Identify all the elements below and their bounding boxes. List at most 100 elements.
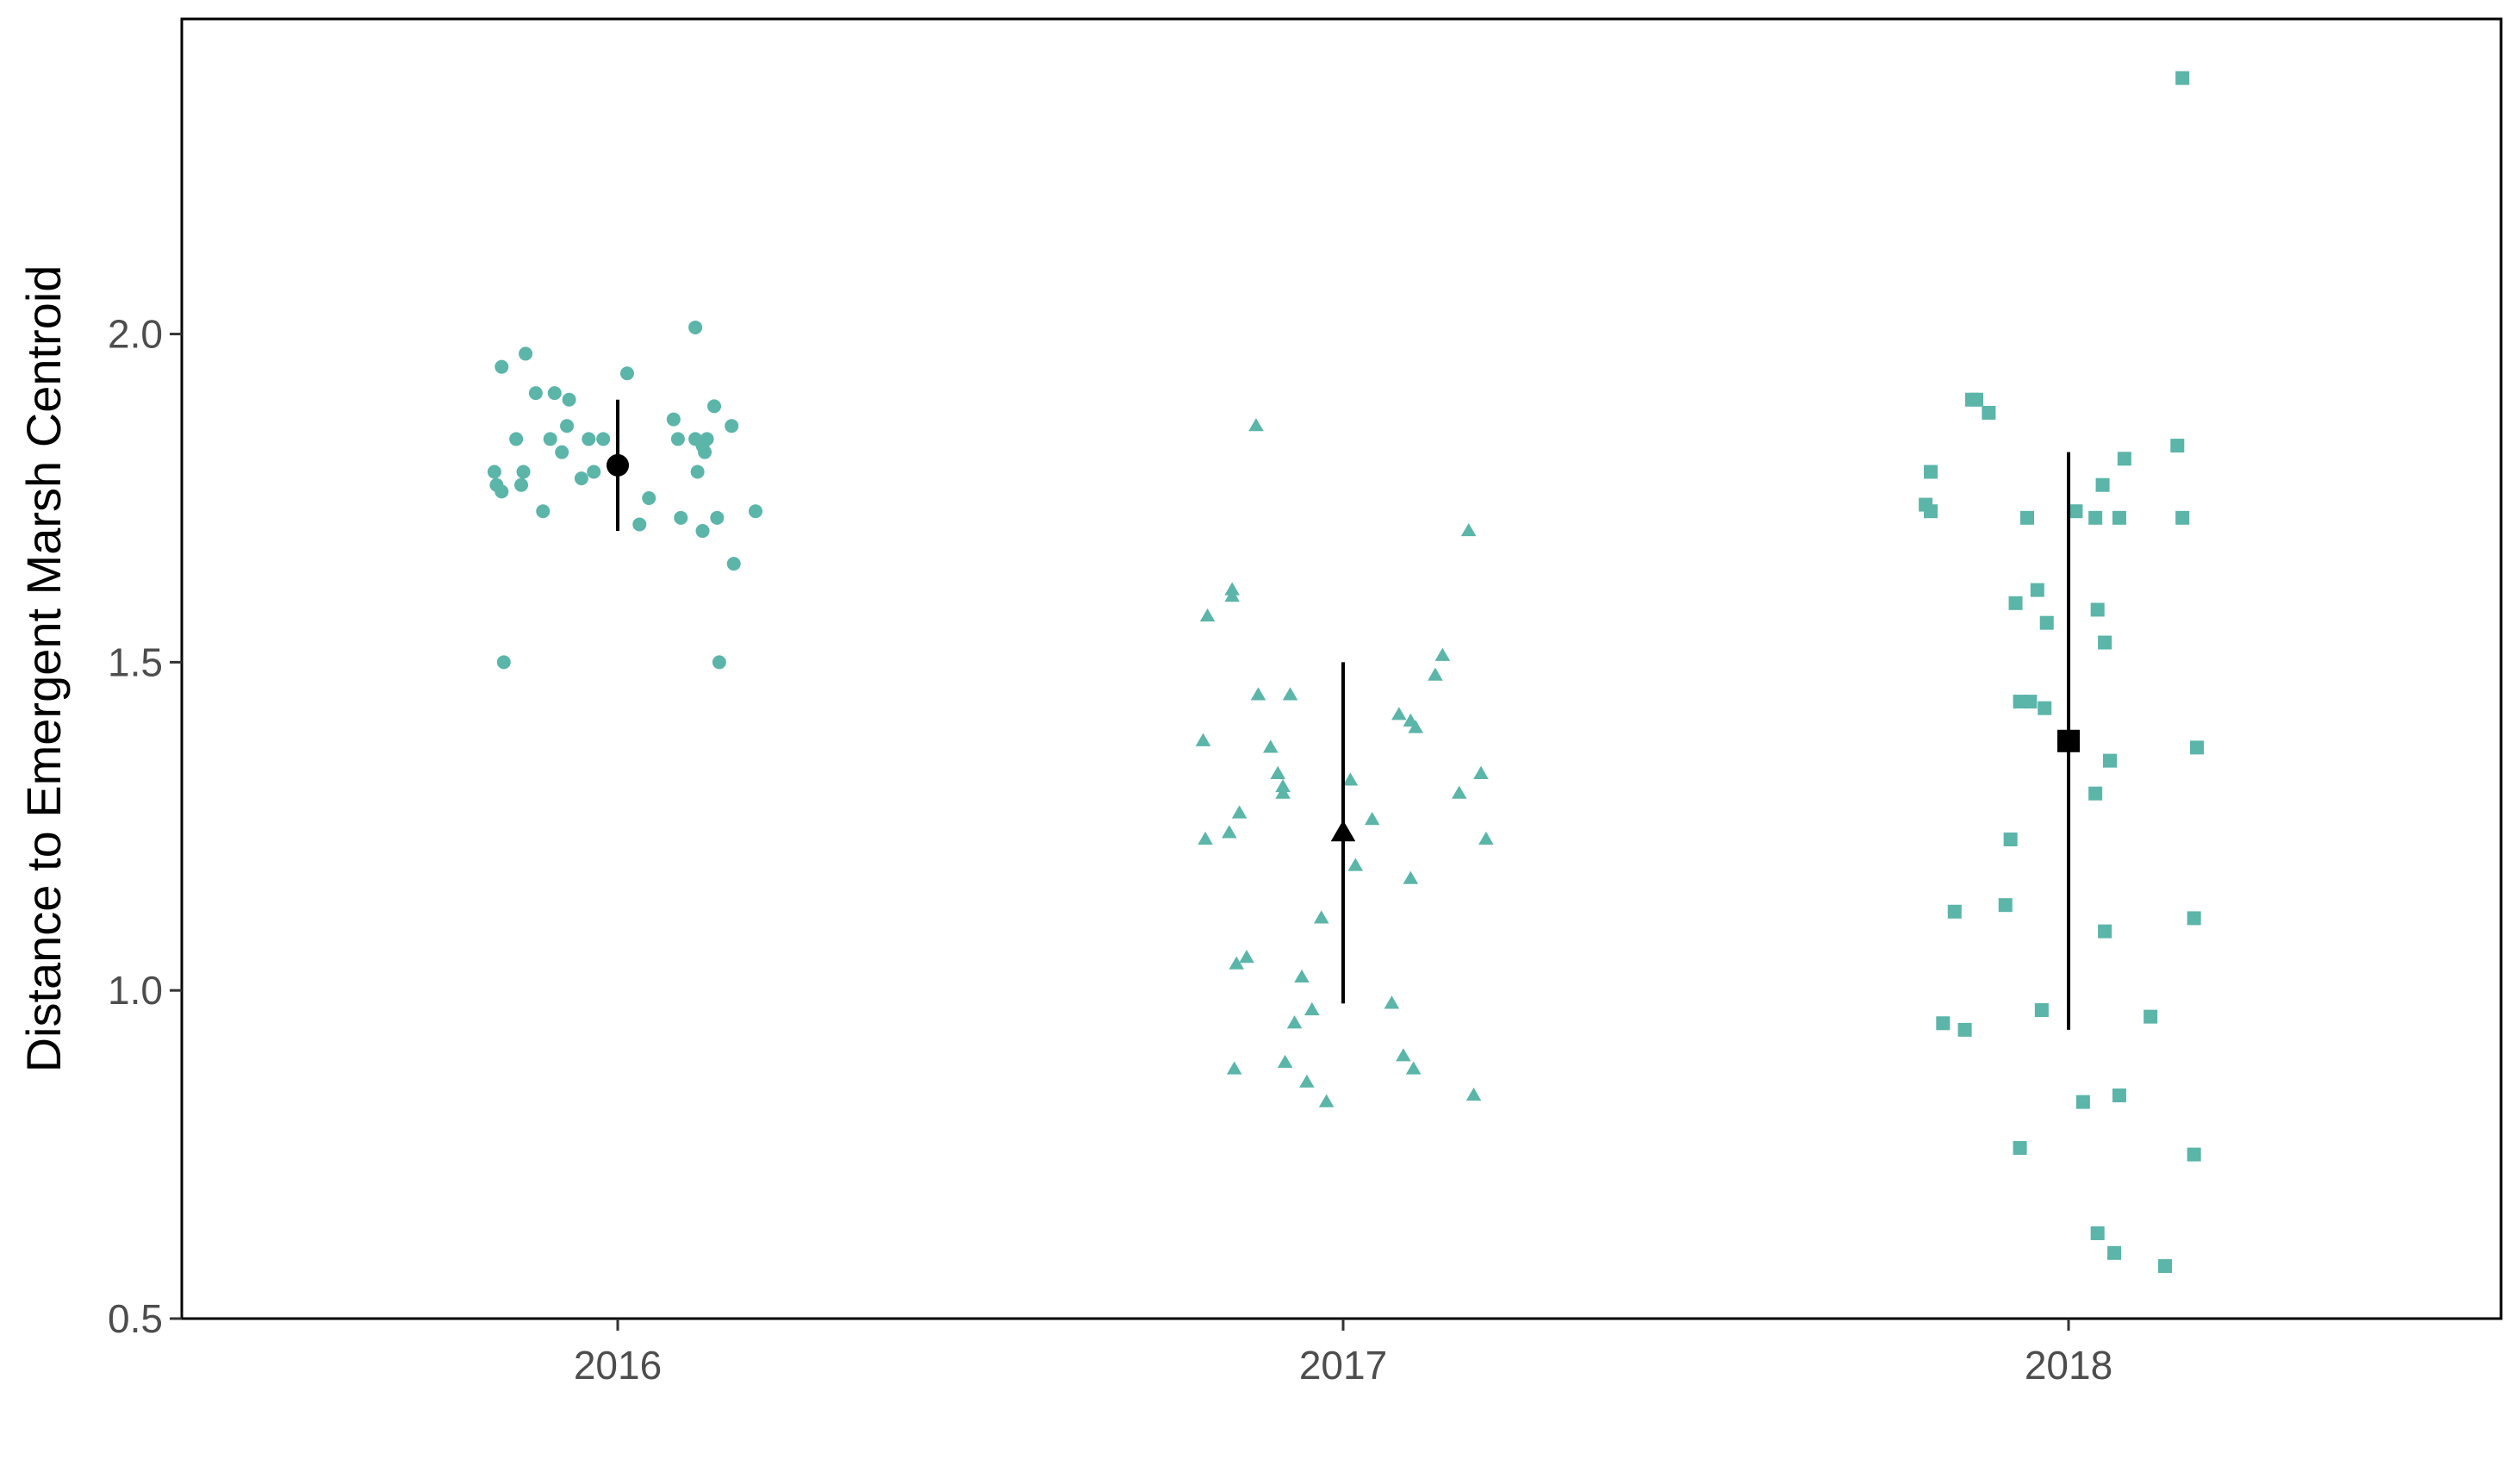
data-point-2017 bbox=[1405, 1061, 1422, 1075]
data-point-2018 bbox=[2090, 602, 2105, 617]
data-point-2017 bbox=[1239, 949, 1254, 964]
data-point-2017 bbox=[1229, 956, 1245, 970]
series-2016 bbox=[487, 320, 762, 670]
data-point-2018 bbox=[2008, 596, 2023, 610]
data-point-2017 bbox=[1270, 765, 1286, 779]
data-point-2016 bbox=[543, 432, 557, 446]
data-point-2018 bbox=[2098, 635, 2112, 650]
data-point-2017 bbox=[1473, 765, 1489, 779]
data-point-2017 bbox=[1299, 1074, 1315, 1088]
data-point-2017 bbox=[1294, 969, 1310, 983]
data-point-2017 bbox=[1313, 910, 1329, 924]
data-point-2018 bbox=[2090, 1226, 2105, 1240]
mean-marker-2017 bbox=[1330, 820, 1356, 842]
plot-panel-border bbox=[180, 17, 2503, 1320]
data-point-2018 bbox=[2117, 452, 2131, 466]
data-point-2017 bbox=[1277, 1054, 1293, 1069]
data-point-2018 bbox=[2039, 615, 2054, 630]
x-tick-label: 2018 bbox=[2025, 1343, 2112, 1388]
y-tick-label: 0.5 bbox=[108, 1296, 163, 1341]
data-point-2018 bbox=[1947, 904, 1962, 919]
data-point-2018 bbox=[2034, 1003, 2049, 1018]
data-point-2016 bbox=[516, 465, 531, 479]
data-point-2017 bbox=[1478, 831, 1494, 845]
y-tick-label: 1.5 bbox=[108, 639, 163, 684]
data-point-2018 bbox=[2157, 1259, 2172, 1274]
data-point-2017 bbox=[1275, 785, 1291, 799]
data-point-2018 bbox=[2095, 477, 2110, 492]
data-point-2017 bbox=[1275, 778, 1291, 793]
data-point-2016 bbox=[587, 465, 601, 479]
data-point-2016 bbox=[690, 465, 705, 479]
data-point-2018 bbox=[1998, 898, 2013, 913]
data-point-2016 bbox=[519, 346, 533, 361]
data-point-2017 bbox=[1342, 772, 1359, 786]
data-point-2016 bbox=[688, 320, 703, 334]
data-point-2018 bbox=[1969, 392, 1984, 407]
data-point-2016 bbox=[495, 484, 509, 499]
data-point-2016 bbox=[619, 366, 634, 381]
data-point-2017 bbox=[1391, 707, 1407, 720]
data-point-2018 bbox=[1936, 1016, 1951, 1031]
data-point-2018 bbox=[2020, 510, 2035, 525]
x-tick-label: 2017 bbox=[1299, 1343, 1387, 1388]
axes: 0.5 1.0 1.5 2.0 2016 2017 2018 bbox=[108, 312, 2112, 1388]
data-point-2018 bbox=[2069, 504, 2083, 519]
data-point-2018 bbox=[2187, 1147, 2201, 1162]
data-point-2016 bbox=[547, 386, 562, 401]
data-point-2017 bbox=[1224, 582, 1240, 596]
data-point-2017 bbox=[1222, 825, 1237, 839]
data-point-2016 bbox=[582, 432, 596, 446]
data-point-2016 bbox=[666, 412, 681, 427]
data-point-2016 bbox=[725, 419, 739, 433]
data-layer bbox=[487, 71, 2205, 1274]
data-point-2018 bbox=[2003, 833, 2018, 847]
data-point-2016 bbox=[710, 510, 725, 525]
data-point-2017 bbox=[1460, 522, 1477, 537]
data-point-2017 bbox=[1263, 739, 1279, 753]
data-point-2018 bbox=[1924, 465, 1938, 479]
data-point-2017 bbox=[1428, 667, 1443, 681]
data-point-2018 bbox=[2170, 439, 2185, 453]
data-point-2017 bbox=[1198, 831, 1213, 845]
mean-marker-2016 bbox=[607, 453, 629, 477]
data-point-2017 bbox=[1304, 1001, 1320, 1016]
data-point-2018 bbox=[2030, 583, 2044, 597]
data-point-2016 bbox=[562, 392, 576, 407]
data-point-2017 bbox=[1451, 785, 1467, 799]
data-point-2016 bbox=[726, 557, 741, 571]
data-point-2017 bbox=[1282, 687, 1298, 701]
data-point-2017 bbox=[1396, 1048, 1411, 1062]
data-point-2016 bbox=[700, 432, 714, 446]
data-point-2016 bbox=[706, 399, 721, 414]
data-point-2018 bbox=[1924, 504, 1938, 519]
data-point-2016 bbox=[674, 510, 688, 525]
data-point-2017 bbox=[1231, 805, 1248, 819]
data-point-2016 bbox=[596, 432, 611, 446]
data-point-2017 bbox=[1248, 418, 1264, 432]
y-tick-label: 2.0 bbox=[108, 312, 163, 357]
data-point-2017 bbox=[1250, 687, 1266, 701]
series-2017 bbox=[1195, 418, 1494, 1107]
data-point-2018 bbox=[2175, 71, 2190, 85]
data-point-2016 bbox=[560, 419, 575, 433]
data-point-2018 bbox=[2088, 510, 2103, 525]
data-point-2016 bbox=[536, 504, 551, 519]
data-point-2018 bbox=[2013, 1140, 2027, 1155]
data-point-2017 bbox=[1347, 858, 1364, 871]
data-point-2016 bbox=[496, 655, 511, 670]
data-point-2017 bbox=[1195, 733, 1211, 746]
data-point-2016 bbox=[642, 490, 656, 505]
mean-marker-2018 bbox=[2057, 729, 2080, 752]
data-point-2018 bbox=[1982, 405, 1996, 420]
data-point-2018 bbox=[2112, 510, 2126, 525]
data-point-2016 bbox=[695, 524, 710, 539]
data-point-2017 bbox=[1286, 1015, 1303, 1029]
data-point-2017 bbox=[1226, 1061, 1242, 1075]
data-point-2017 bbox=[1318, 1094, 1335, 1107]
data-point-2017 bbox=[1465, 1087, 1482, 1101]
data-point-2018 bbox=[2112, 1088, 2126, 1103]
data-point-2017 bbox=[1384, 995, 1400, 1009]
